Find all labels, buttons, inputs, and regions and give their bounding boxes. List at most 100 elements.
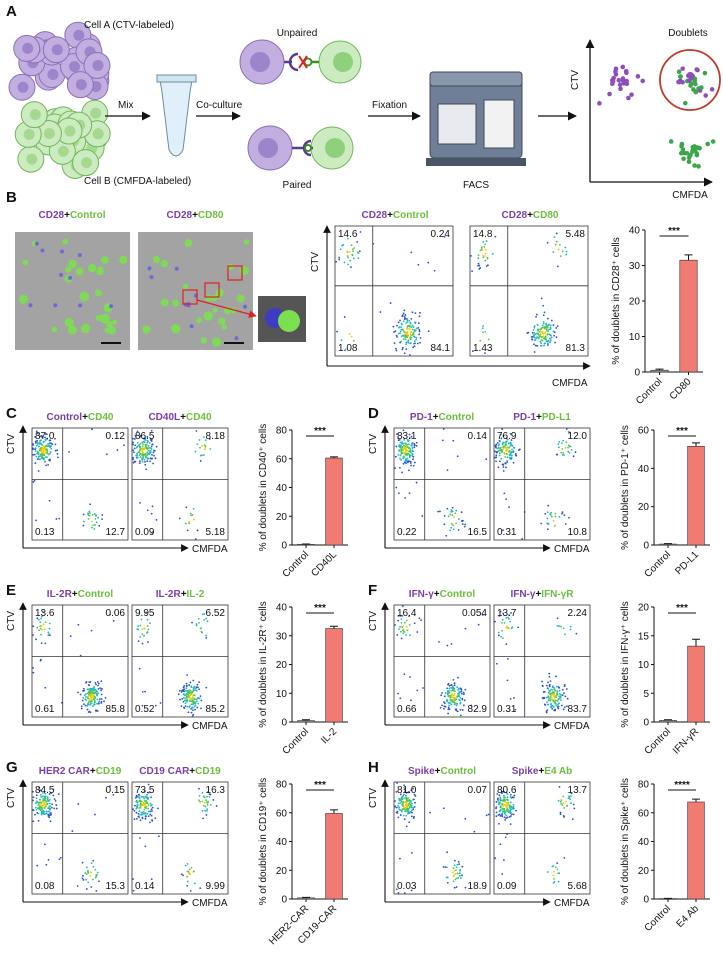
event-dot: [136, 441, 139, 444]
event-dot: [498, 452, 501, 454]
plot-title: CD28+CD80: [502, 210, 559, 221]
event-dot: [92, 698, 95, 701]
event-dot: [419, 341, 421, 344]
event-dot: [154, 817, 157, 820]
event-dot: [206, 809, 208, 812]
event-dot: [538, 333, 540, 336]
event-dot: [451, 696, 453, 699]
event-dot: [189, 889, 192, 892]
event-dot: [89, 703, 92, 706]
event-dot: [506, 461, 508, 464]
label: Fixation: [372, 100, 407, 111]
event-dot: [87, 514, 90, 517]
event-dot: [405, 796, 408, 799]
event-dot: [184, 697, 187, 699]
event-dot: [408, 433, 411, 436]
event-dot: [39, 625, 42, 628]
event-dot: [400, 637, 403, 640]
significance: ***: [314, 603, 326, 614]
facs-base: [426, 158, 526, 166]
event-dot: [479, 267, 482, 269]
event-dot: [561, 804, 564, 806]
event-dot: [568, 445, 571, 448]
event-dot: [546, 317, 549, 320]
event-dot: [395, 445, 398, 448]
event-dot: [501, 443, 504, 446]
event-dot: [553, 880, 556, 883]
event-dot: [556, 617, 559, 620]
quadrant-value: 1.08: [338, 343, 358, 354]
micrograph: [138, 232, 253, 350]
title-part: CD19: [96, 766, 122, 777]
event-dot: [185, 687, 188, 690]
event-dot: [573, 807, 576, 810]
event-dot: [497, 449, 500, 452]
event-dot: [93, 528, 96, 530]
event-dot: [499, 610, 502, 613]
event-dot: [90, 702, 93, 705]
event-dot: [182, 686, 185, 689]
event-dot: [141, 628, 144, 630]
event-dot: [47, 463, 50, 466]
event-dot: [402, 805, 404, 807]
event-dot: [561, 511, 564, 514]
event-dot: [398, 326, 400, 329]
event-dot: [101, 518, 103, 520]
event-dot: [504, 444, 507, 447]
cell-image: [243, 304, 248, 309]
event-dot: [549, 326, 552, 329]
nucleus: [325, 138, 345, 158]
event-dot: [457, 529, 460, 531]
event-dot: [452, 694, 455, 697]
event-dot: [461, 709, 464, 711]
event-dot: [49, 444, 52, 447]
event-dot: [32, 790, 34, 793]
event-dot: [82, 874, 84, 877]
flow-plot: 80.6 13.70.09 5.68: [493, 781, 591, 895]
significance: ***: [668, 226, 680, 237]
event-dot: [150, 445, 153, 448]
event-dot: [454, 708, 457, 711]
event-dot: [410, 464, 413, 467]
y-axis-label: % of doublets in Spike⁺ cells: [620, 778, 631, 905]
x-tick-label: CD40L: [309, 549, 339, 579]
event-dot: [485, 814, 488, 817]
event-dot: [138, 444, 141, 447]
event-dot: [84, 872, 87, 874]
event-dot: [86, 697, 89, 700]
event-dot: [554, 675, 557, 678]
event-dot: [397, 802, 400, 805]
title-part: CD28: [502, 210, 528, 221]
event-dot: [90, 862, 93, 865]
y-tick-label: 40: [638, 464, 650, 475]
event-dot: [51, 803, 54, 806]
event-dot: [554, 512, 557, 515]
event-dot: [139, 813, 141, 816]
event-dot: [40, 795, 42, 798]
event-dot: [455, 509, 458, 512]
event-dot: [406, 443, 409, 446]
y-tick-label: 0: [634, 368, 640, 379]
title-part: +: [189, 766, 195, 777]
event-dot: [141, 642, 144, 645]
event-dot: [150, 808, 153, 811]
y-tick-label: 20: [276, 512, 288, 523]
event-dot: [552, 686, 555, 689]
event-dot: [347, 237, 349, 240]
event-dot: [495, 815, 498, 818]
event-dot: [556, 868, 559, 871]
event-dot: [403, 456, 406, 459]
event-dot: [495, 662, 498, 665]
event-dot: [550, 515, 553, 518]
event-dot: [406, 327, 409, 330]
event-dot: [54, 449, 57, 452]
event-dot: [134, 804, 136, 807]
event-dot: [36, 439, 39, 442]
event-dot: [408, 469, 410, 472]
quadrant-value: 85.8: [106, 704, 126, 715]
event-dot: [503, 492, 506, 495]
event-dot: [199, 695, 202, 697]
event-dot: [404, 334, 406, 337]
event-dot: [201, 445, 204, 447]
event-dot: [143, 458, 146, 461]
